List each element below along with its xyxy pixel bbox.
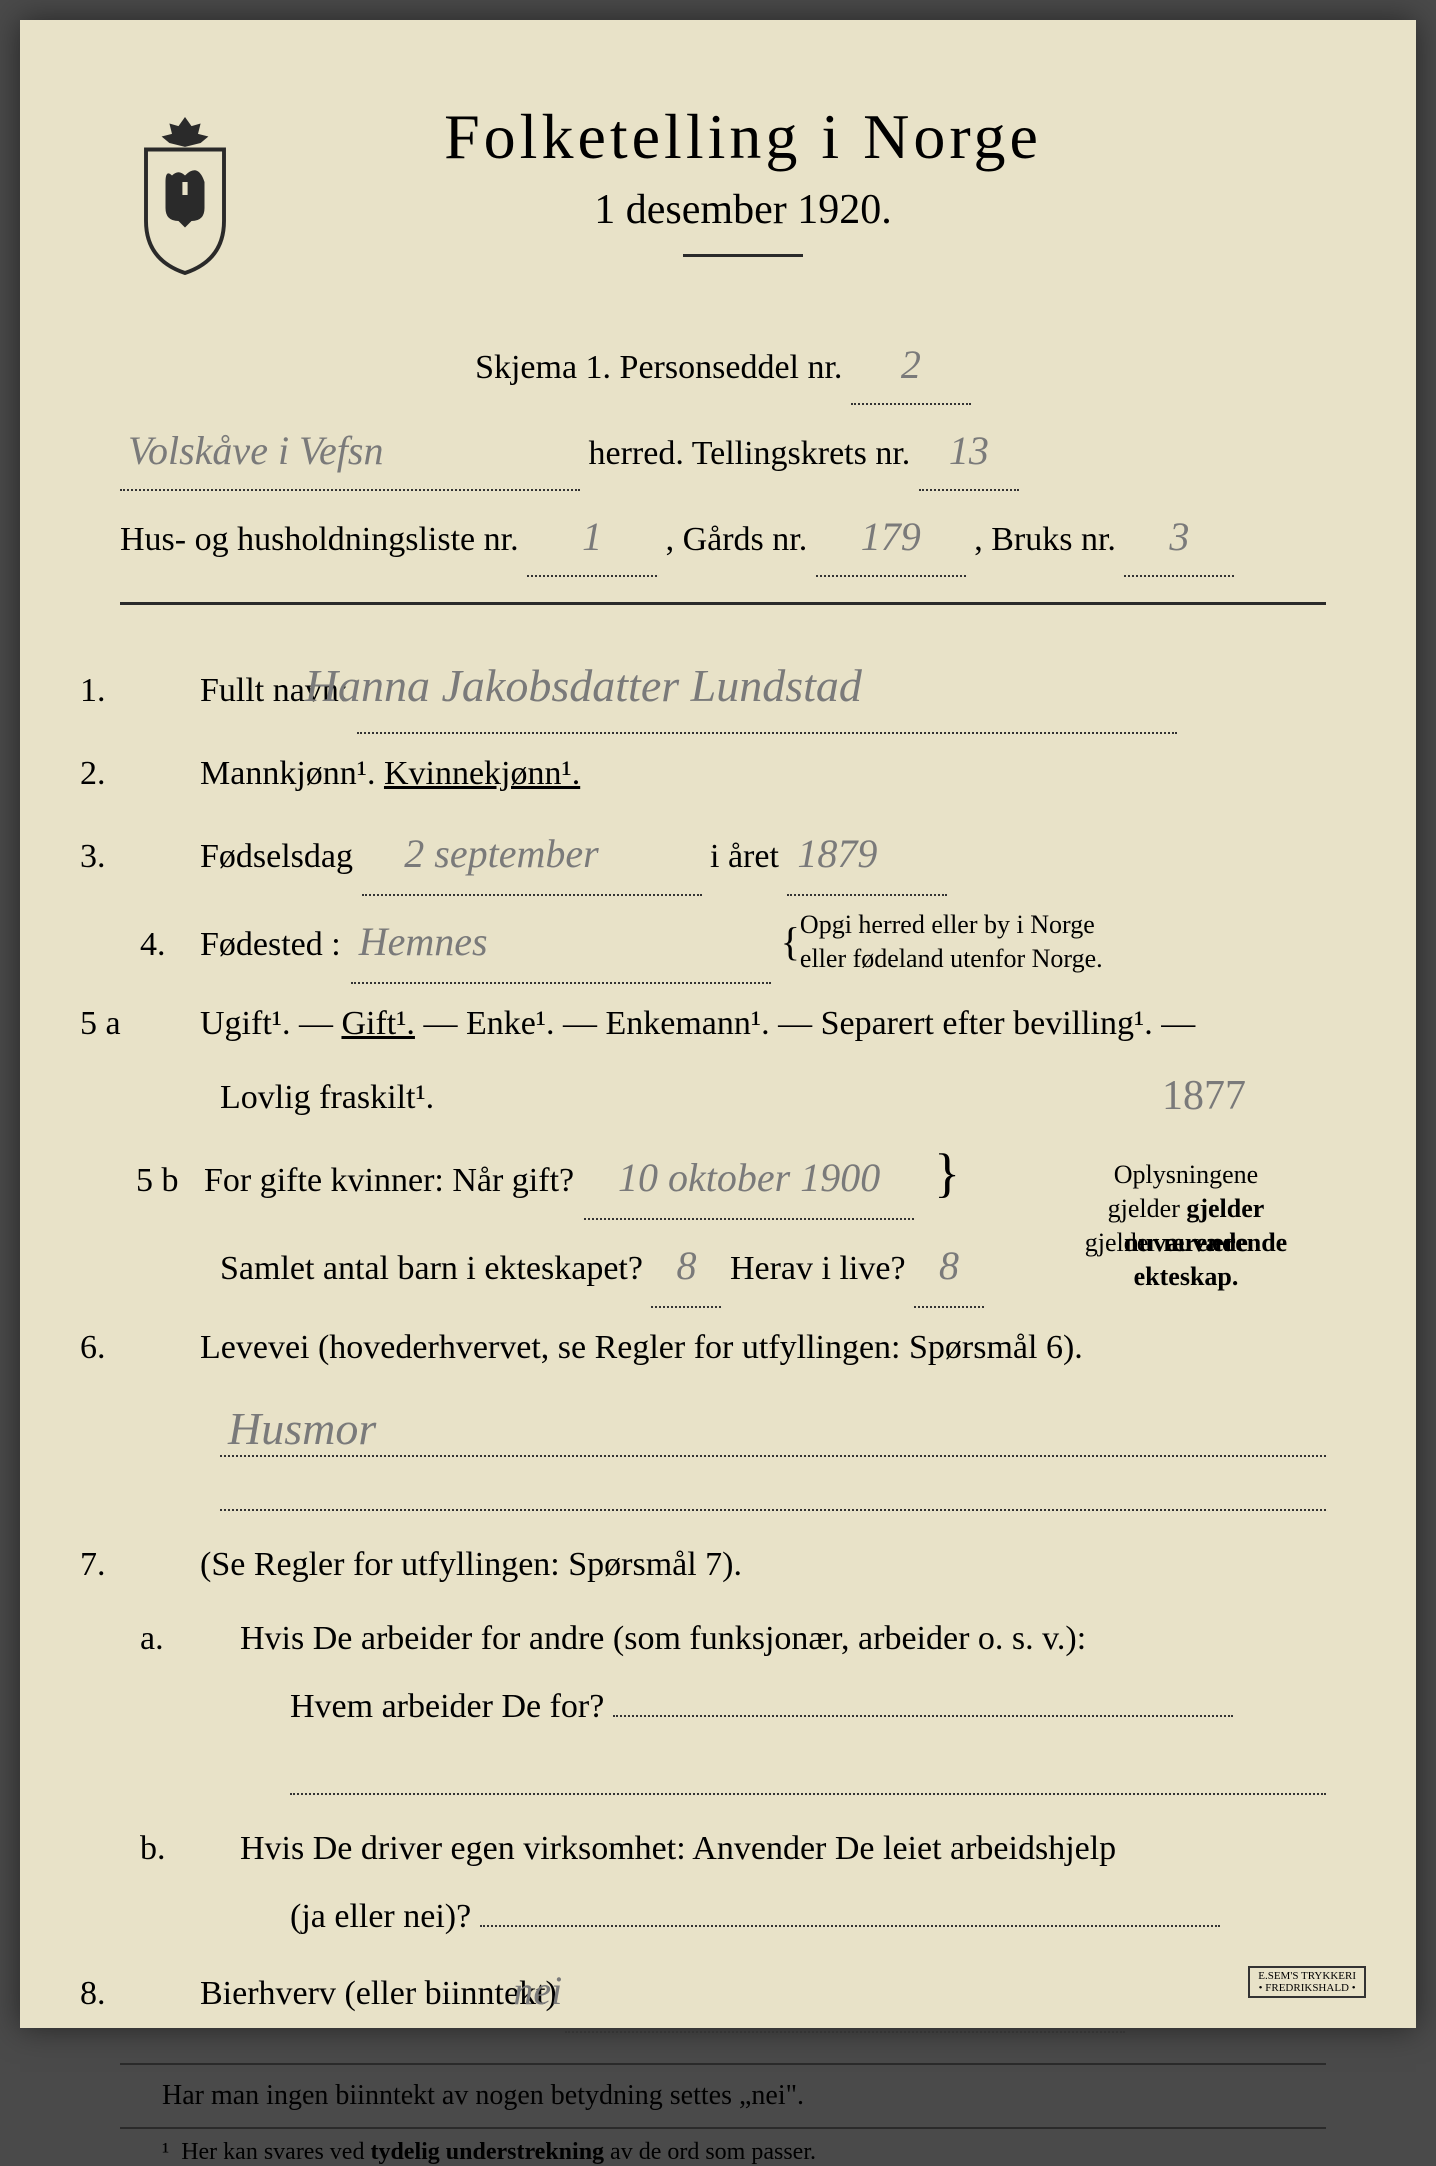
q5b-children: 8 <box>651 1226 721 1308</box>
q5a-ugift: Ugift¹. — <box>200 1005 341 1042</box>
q3: 3.Fødselsdag 2 september i året 1879 <box>180 814 1326 896</box>
q5a: 5 aUgift¹. — Gift¹. — Enke¹. — Enkemann¹… <box>180 990 1326 1058</box>
q6-value: Husmor <box>220 1402 1326 1457</box>
q7a-blank <box>290 1761 1326 1795</box>
title-divider <box>683 254 803 257</box>
q4-value: Hemnes <box>351 902 771 984</box>
q7a-who: Hvem arbeider De for? <box>290 1688 604 1725</box>
hus-line: Hus- og husholdningsliste nr. 1 , Gårds … <box>120 499 1326 577</box>
q8: 8.Bierhverv (eller biinntekt) nei <box>180 1951 1326 2033</box>
section-divider <box>120 602 1326 605</box>
q5b-label: For gifte kvinner: Når gift? <box>204 1147 574 1215</box>
q2: 2.Mannkjønn¹. Kvinnekjønn¹. <box>180 740 1326 808</box>
q5b-children-label: Samlet antal barn i ekteskapet? <box>220 1250 643 1287</box>
q7: 7.(Se Regler for utfyllingen: Spørsmål 7… <box>180 1531 1326 1599</box>
q5a-fraskilt: Lovlig fraskilt¹. <box>220 1079 434 1116</box>
q4-note2: eller fødeland utenfor Norge. <box>800 944 1103 973</box>
q4-note1: Opgi herred eller by i Norge <box>800 910 1095 939</box>
q5b-alive: 8 <box>914 1226 984 1308</box>
hus-nr: 1 <box>527 499 657 577</box>
q2-female: Kvinnekjønn¹. <box>384 755 580 792</box>
bruks-nr: 3 <box>1124 499 1234 577</box>
q8-label: Bierhverv (eller biinntekt) <box>200 1975 557 2012</box>
q3-day: 2 september <box>362 814 702 896</box>
census-form-page: Folketelling i Norge 1 desember 1920. Sk… <box>20 20 1416 2028</box>
skjema-label: Skjema 1. Personseddel nr. <box>475 349 842 386</box>
herred-line: Volskåve i Vefsn herred. Tellingskrets n… <box>120 413 1326 491</box>
q7-label: (Se Regler for utfyllingen: Spørsmål 7). <box>200 1546 742 1583</box>
q4: 4. Fødested : Hemnes { Opgi herred eller… <box>120 902 1326 984</box>
q7b-ja-nei: (ja eller nei)? <box>290 1898 471 1935</box>
main-title: Folketelling i Norge <box>290 100 1196 174</box>
q6: 6.Levevei (hovederhvervet, se Regler for… <box>180 1314 1326 1382</box>
q1: 1.Fullt navn: Hanna Jakobsdatter Lundsta… <box>180 640 1326 734</box>
title-block: Folketelling i Norge 1 desember 1920. <box>290 100 1326 287</box>
printer-mark: E.SEM'S TRYKKERI• FREDRIKSHALD • <box>1248 1966 1366 1998</box>
bruks-label: , Bruks nr. <box>974 521 1116 558</box>
q4-label: Fødested : <box>200 911 341 979</box>
footnote-divider-2 <box>120 2127 1326 2129</box>
q5b-value: 10 oktober 1900 <box>584 1138 914 1220</box>
q7b-line2: (ja eller nei)? <box>120 1883 1326 1951</box>
personseddel-nr: 2 <box>851 327 971 405</box>
herred-value: Volskåve i Vefsn <box>120 413 580 491</box>
q7a-line2: Hvem arbeider De for? <box>120 1673 1326 1741</box>
q7b: b.Hvis De driver egen virksomhet: Anvend… <box>120 1815 1326 1883</box>
q5a-line2: Lovlig fraskilt¹. 1877 <box>120 1064 1326 1132</box>
q7b-label: Hvis De driver egen virksomhet: Anvender… <box>240 1830 1116 1867</box>
q3-label: Fødselsdag <box>200 838 353 875</box>
q2-male: Mannkjønn¹. <box>200 755 375 792</box>
footnote-1: ¹ Her kan svares ved tydelig understrekn… <box>120 2139 1326 2166</box>
q1-value: Hanna Jakobsdatter Lundstad <box>357 640 1177 734</box>
q5a-gift: Gift¹. <box>341 1005 414 1042</box>
footnote-divider <box>120 2063 1326 2065</box>
q7a-label: Hvis De arbeider for andre (som funksjon… <box>240 1620 1086 1657</box>
herred-label: herred. Tellingskrets nr. <box>589 435 911 472</box>
subtitle: 1 desember 1920. <box>290 186 1196 234</box>
gards-nr: 179 <box>816 499 966 577</box>
q8-value: nei <box>565 1951 1125 2033</box>
q4-note-block: { Opgi herred eller by i Norge eller fød… <box>781 908 1103 976</box>
q7a: a.Hvis De arbeider for andre (som funksj… <box>120 1605 1326 1673</box>
q7a-value <box>613 1715 1233 1717</box>
q5a-rest: — Enke¹. — Enkemann¹. — Separert efter b… <box>415 1005 1195 1042</box>
q5b-line2: Samlet antal barn i ekteskapet? 8 Herav … <box>120 1226 1326 1308</box>
coat-of-arms-icon <box>120 110 250 280</box>
q7b-value <box>480 1925 1220 1927</box>
hus-label: Hus- og husholdningsliste nr. <box>120 521 519 558</box>
footnote-main: Har man ingen biinntekt av nogen betydni… <box>120 2080 1326 2112</box>
tellingskrets-nr: 13 <box>919 413 1019 491</box>
q6-label: Levevei (hovederhvervet, se Regler for u… <box>200 1329 1083 1366</box>
q5b: 5 b For gifte kvinner: Når gift? 10 okto… <box>120 1138 1326 1220</box>
q6-blank-line <box>220 1477 1326 1511</box>
gards-label: , Gårds nr. <box>666 521 808 558</box>
q3-year: 1879 <box>787 814 947 896</box>
margin-year: 1877 <box>1162 1054 1246 1138</box>
header: Folketelling i Norge 1 desember 1920. <box>120 100 1326 287</box>
skjema-line: Skjema 1. Personseddel nr. 2 <box>120 327 1326 405</box>
q5b-alive-label: Herav i live? <box>730 1250 906 1287</box>
q3-mid: i året <box>710 838 779 875</box>
